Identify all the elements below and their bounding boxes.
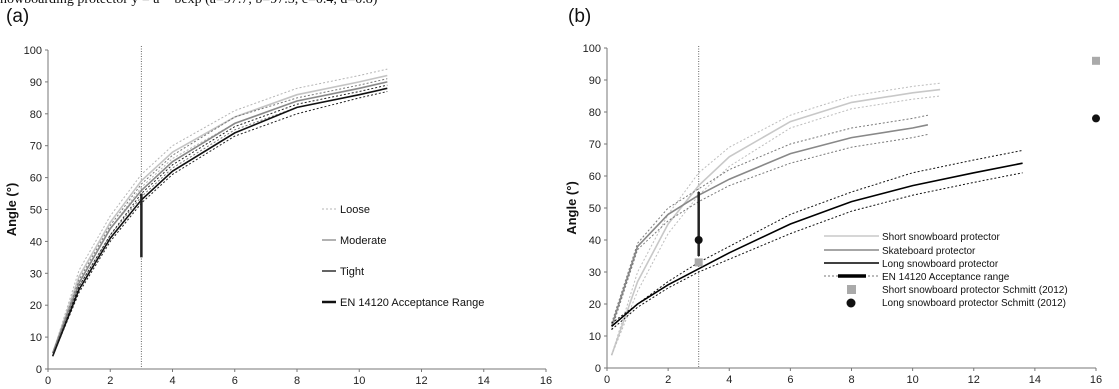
legend-marker-square — [847, 285, 856, 294]
series-line — [52, 84, 388, 357]
x-tick-label: 10 — [907, 374, 919, 386]
x-tick-label: 2 — [107, 375, 113, 387]
series-line — [52, 81, 388, 354]
x-tick-label: 0 — [604, 374, 610, 386]
y-tick-label: 60 — [30, 173, 42, 185]
y-tick-label: 30 — [30, 268, 42, 280]
series-line — [52, 91, 388, 357]
legend-label: Skateboard protector — [882, 246, 976, 257]
series-line — [52, 87, 388, 354]
y-tick-label: 10 — [589, 331, 601, 343]
y-tick-label: 90 — [589, 75, 601, 87]
x-tick-label: 16 — [540, 375, 552, 387]
y-tick-label: 90 — [30, 77, 42, 89]
panel-label: (a) — [6, 6, 29, 27]
chart-a: (a)02468101214160102030405060708090100To… — [4, 6, 552, 387]
series-line — [611, 82, 941, 356]
data-point — [1092, 56, 1100, 65]
x-tick-label: 16 — [1090, 374, 1102, 386]
x-tick-label: 14 — [1029, 374, 1041, 386]
series-line — [611, 95, 941, 356]
y-tick-label: 60 — [589, 171, 601, 183]
y-tick-label: 10 — [30, 332, 42, 344]
x-tick-label: 4 — [726, 374, 732, 386]
legend-label: Short snowboard protector Schmitt (2012) — [882, 285, 1068, 296]
y-tick-label: 40 — [589, 235, 601, 247]
y-axis-label: Angle (°) — [4, 183, 19, 237]
data-point — [694, 258, 703, 267]
data-point — [694, 236, 703, 244]
series-line — [611, 172, 1023, 330]
series-line — [611, 114, 929, 324]
y-tick-label: 100 — [24, 45, 42, 57]
y-tick-label: 70 — [589, 139, 601, 151]
x-tick-label: 14 — [478, 375, 490, 387]
series-line — [51, 81, 388, 354]
legend-label: Moderate — [340, 235, 386, 247]
x-tick-label: 12 — [968, 374, 980, 386]
x-tick-label: 2 — [665, 374, 671, 386]
legend-label: Loose — [340, 204, 370, 216]
y-tick-label: 80 — [589, 107, 601, 119]
series-line — [51, 87, 388, 357]
data-point — [1092, 114, 1100, 123]
y-tick-label: 0 — [36, 364, 42, 376]
legend-marker-circle — [846, 298, 856, 308]
y-tick-label: 0 — [595, 363, 601, 375]
legend-label: Long snowboard protector Schmitt (2012) — [882, 298, 1066, 309]
legend-label: EN 14120 Acceptance range — [882, 272, 1010, 283]
x-tick-label: 4 — [169, 375, 175, 387]
series-line — [610, 88, 941, 356]
x-tick-label: 8 — [294, 375, 300, 387]
x-tick-label: 10 — [353, 375, 365, 387]
series-line — [51, 74, 388, 354]
x-tick-label: 0 — [45, 375, 51, 387]
y-tick-label: 30 — [589, 267, 601, 279]
series-line — [52, 68, 388, 354]
series-line — [611, 133, 929, 330]
y-tick-label: 20 — [30, 300, 42, 312]
series-line — [611, 162, 1023, 328]
y-tick-label: 100 — [583, 43, 601, 55]
y-tick-label: 50 — [30, 205, 42, 217]
legend-label: Tight — [340, 266, 364, 278]
y-tick-label: 40 — [30, 236, 42, 248]
caption-fragment: nowboarding protector y = a − bexp (a=97… — [0, 0, 377, 8]
legend-label: Short snowboard protector — [882, 232, 1001, 243]
y-tick-label: 70 — [30, 141, 42, 153]
legend-label: EN 14120 Acceptance Range — [340, 297, 484, 309]
series-line — [610, 124, 929, 327]
y-tick-label: 80 — [30, 109, 42, 121]
panel-label: (b) — [568, 6, 591, 27]
x-tick-label: 8 — [848, 374, 854, 386]
series-line — [52, 78, 388, 354]
y-tick-label: 20 — [589, 299, 601, 311]
x-tick-label: 6 — [787, 374, 793, 386]
x-tick-label: 6 — [232, 375, 238, 387]
x-tick-label: 12 — [415, 375, 427, 387]
y-tick-label: 50 — [589, 203, 601, 215]
y-axis-label: Angle (°) — [566, 181, 579, 235]
legend-label: Long snowboard protector — [882, 259, 999, 270]
chart-b: (b)02468101214160102030405060708090100To… — [566, 6, 1102, 386]
